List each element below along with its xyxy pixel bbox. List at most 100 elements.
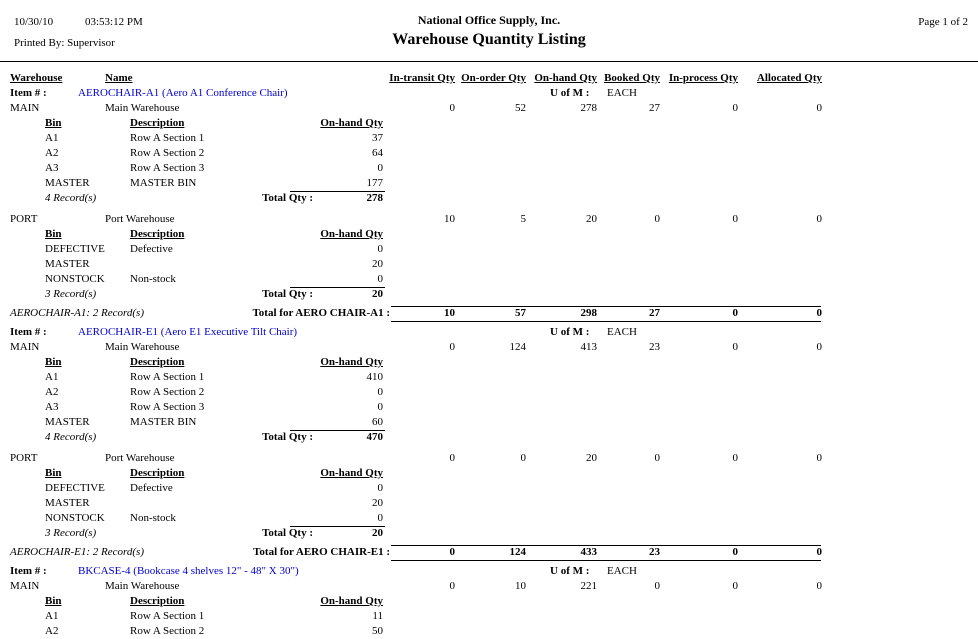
bin-row: A1 Row A Section 1 37 bbox=[0, 131, 978, 146]
bin-description: Row A Section 1 bbox=[130, 610, 205, 622]
bin-code: DEFECTIVE bbox=[45, 243, 105, 255]
print-time: 03:53:12 PM bbox=[85, 16, 143, 28]
on-hand-qty: 20 bbox=[586, 452, 597, 464]
item-summary-row: AEROCHAIR-E1: 2 Record(s) Total for AERO… bbox=[0, 545, 978, 561]
bin-row: A3 Row A Section 3 0 bbox=[0, 161, 978, 176]
item-header-row: Item # : BKCASE-4 (Bookcase 4 shelves 12… bbox=[0, 564, 978, 579]
warehouse-total-row: 4 Record(s) Total Qty : 470 bbox=[0, 430, 978, 445]
booked-total: 27 bbox=[649, 307, 660, 319]
bin-description: Row A Section 3 bbox=[130, 401, 205, 413]
bin-description: Non-stock bbox=[130, 512, 176, 524]
bin-on-hand-qty: 0 bbox=[377, 512, 384, 524]
warehouse-code: MAIN bbox=[10, 102, 40, 114]
report-title: Warehouse Quantity Listing bbox=[392, 31, 586, 48]
in-process-qty: 0 bbox=[732, 580, 739, 592]
on-order-qty: 52 bbox=[515, 102, 526, 114]
bin-code: NONSTOCK bbox=[45, 273, 105, 285]
bin-on-hand-qty: 20 bbox=[372, 497, 383, 509]
warehouse-code: PORT bbox=[10, 213, 38, 225]
item-summary-row: AEROCHAIR-A1: 2 Record(s) Total for AERO… bbox=[0, 306, 978, 322]
in-process-qty: 0 bbox=[732, 452, 739, 464]
bin-code: A1 bbox=[45, 610, 59, 622]
item-link[interactable]: BKCASE-4 (Bookcase 4 shelves 12" - 48" X… bbox=[78, 565, 299, 577]
total-qty-label: Total Qty : bbox=[262, 527, 313, 539]
item-total-label: Total for AERO CHAIR-E1 : bbox=[253, 546, 390, 558]
total-qty-label: Total Qty : bbox=[262, 288, 313, 300]
booked-qty: 27 bbox=[649, 102, 660, 114]
on-hand-qty: 221 bbox=[580, 580, 598, 592]
col-bin-on-hand: On-hand Qty bbox=[320, 595, 383, 607]
warehouse-row: PORT Port Warehouse 0 0 20 0 0 0 bbox=[0, 451, 978, 466]
bin-code: A3 bbox=[45, 401, 59, 413]
col-warehouse: Warehouse bbox=[10, 72, 63, 84]
bin-description: Row A Section 2 bbox=[130, 386, 205, 398]
col-in-process: In-process Qty bbox=[668, 72, 738, 84]
allocated-qty: 0 bbox=[816, 452, 823, 464]
item-header-row: Item # : AEROCHAIR-E1 (Aero E1 Executive… bbox=[0, 325, 978, 340]
uofm-value: EACH bbox=[607, 565, 637, 577]
item-link[interactable]: AEROCHAIR-E1 (Aero E1 Executive Tilt Cha… bbox=[78, 326, 298, 338]
bin-record-count: 3 Record(s) bbox=[45, 288, 97, 300]
warehouse-code: PORT bbox=[10, 452, 38, 464]
col-allocated: Allocated Qty bbox=[756, 72, 822, 84]
in-process-qty: 0 bbox=[732, 213, 739, 225]
item-number-label: Item # : bbox=[10, 87, 47, 99]
bin-row: MASTER MASTER BIN 60 bbox=[0, 415, 978, 430]
uofm-label: U of M : bbox=[550, 565, 590, 577]
warehouse-total-row: 4 Record(s) Total Qty : 278 bbox=[0, 191, 978, 206]
bin-row: MASTER MASTER BIN 177 bbox=[0, 176, 978, 191]
warehouse-name: Port Warehouse bbox=[105, 213, 175, 225]
warehouse-row: MAIN Main Warehouse 0 10 221 0 0 0 bbox=[0, 579, 978, 594]
column-header-row: Warehouse Name In-transit Qty On-order Q… bbox=[0, 71, 978, 86]
booked-total: 23 bbox=[649, 546, 660, 558]
bin-on-hand-qty: 177 bbox=[366, 177, 384, 189]
in-transit-qty: 10 bbox=[444, 213, 455, 225]
warehouse-total-row: 3 Record(s) Total Qty : 20 bbox=[0, 526, 978, 541]
bin-code: MASTER bbox=[45, 497, 90, 509]
on-hand-total: 298 bbox=[580, 307, 598, 319]
col-bin: Bin bbox=[45, 117, 62, 129]
total-qty-value: 470 bbox=[366, 431, 384, 443]
booked-qty: 0 bbox=[654, 580, 661, 592]
col-in-transit: In-transit Qty bbox=[389, 72, 455, 84]
total-qty-value: 20 bbox=[372, 288, 383, 300]
bin-on-hand-qty: 410 bbox=[366, 371, 384, 383]
on-hand-qty: 20 bbox=[586, 213, 597, 225]
booked-qty: 0 bbox=[654, 213, 661, 225]
col-description: Description bbox=[130, 356, 185, 368]
booked-qty: 0 bbox=[654, 452, 661, 464]
bin-header-row: Bin Description On-hand Qty bbox=[0, 227, 978, 242]
total-qty-label: Total Qty : bbox=[262, 192, 313, 204]
in-process-total: 0 bbox=[732, 546, 739, 558]
on-order-qty: 10 bbox=[515, 580, 526, 592]
col-description: Description bbox=[130, 117, 185, 129]
allocated-total: 0 bbox=[816, 546, 823, 558]
bin-on-hand-qty: 0 bbox=[377, 162, 384, 174]
on-order-qty: 0 bbox=[520, 452, 527, 464]
bin-on-hand-qty: 60 bbox=[372, 416, 383, 428]
bin-row: DEFECTIVE Defective 0 bbox=[0, 481, 978, 496]
on-order-total: 57 bbox=[515, 307, 526, 319]
bin-code: DEFECTIVE bbox=[45, 482, 105, 494]
summary-rule bbox=[391, 545, 821, 561]
item-link[interactable]: AEROCHAIR-A1 (Aero A1 Conference Chair) bbox=[78, 87, 288, 99]
bin-on-hand-qty: 64 bbox=[372, 147, 383, 159]
bin-code: A1 bbox=[45, 371, 59, 383]
uofm-label: U of M : bbox=[550, 87, 590, 99]
bin-code: A2 bbox=[45, 625, 59, 637]
bin-row: DEFECTIVE Defective 0 bbox=[0, 242, 978, 257]
item-total-label: Total for AERO CHAIR-A1 : bbox=[252, 307, 390, 319]
bin-description: Row A Section 2 bbox=[130, 625, 205, 637]
booked-qty: 23 bbox=[649, 341, 660, 353]
col-bin: Bin bbox=[45, 356, 62, 368]
summary-rule bbox=[391, 306, 821, 322]
warehouse-name: Main Warehouse bbox=[105, 102, 180, 114]
bin-on-hand-qty: 37 bbox=[372, 132, 383, 144]
bin-code: A1 bbox=[45, 132, 59, 144]
on-order-qty: 5 bbox=[520, 213, 527, 225]
bin-record-count: 4 Record(s) bbox=[45, 192, 97, 204]
allocated-total: 0 bbox=[816, 307, 823, 319]
bin-on-hand-qty: 50 bbox=[372, 625, 383, 637]
bin-description: Defective bbox=[130, 482, 173, 494]
in-transit-qty: 0 bbox=[449, 452, 456, 464]
